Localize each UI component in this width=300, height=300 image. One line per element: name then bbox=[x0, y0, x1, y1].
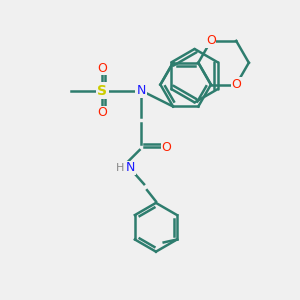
Text: S: S bbox=[98, 84, 107, 98]
Text: N: N bbox=[136, 84, 146, 97]
Text: N: N bbox=[126, 161, 135, 174]
Text: H: H bbox=[116, 163, 124, 173]
Text: O: O bbox=[98, 106, 107, 119]
Text: O: O bbox=[231, 78, 241, 91]
Text: O: O bbox=[161, 140, 171, 154]
Text: O: O bbox=[206, 34, 216, 47]
Text: O: O bbox=[98, 62, 107, 75]
